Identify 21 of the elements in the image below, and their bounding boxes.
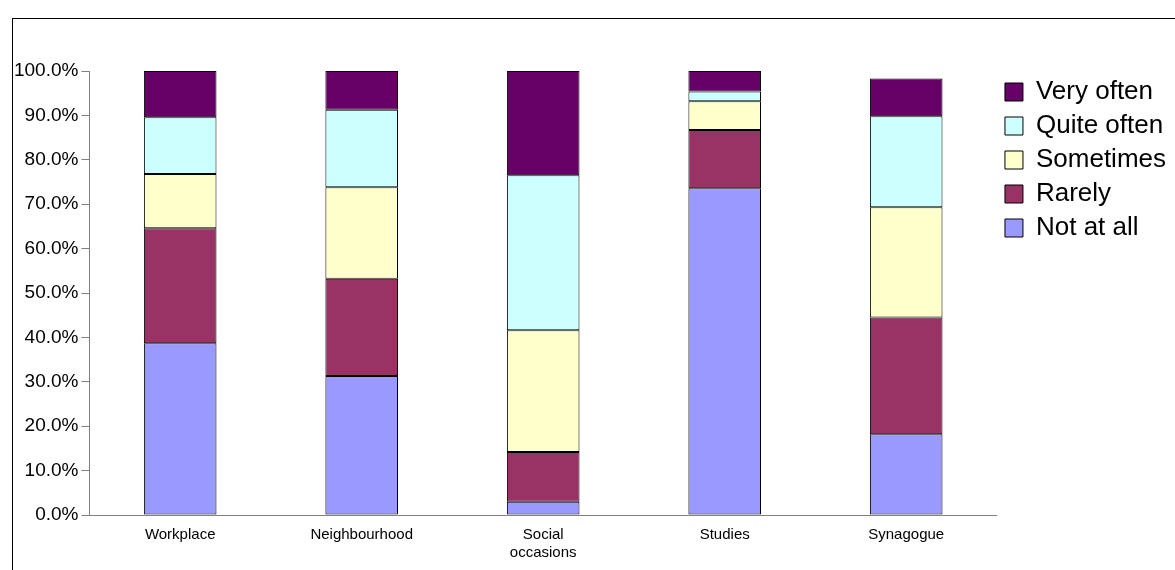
legend-label: Rarely [1035,177,1112,208]
x-tick-label: Synagogue [868,525,945,543]
y-tick-label: 80.0% [24,148,79,170]
y-tick-label: 100.0% [13,59,79,81]
y-tick-label: 20.0% [24,414,79,436]
legend-label: Quite often [1035,109,1164,140]
x-tick-label: Neighbourhood [310,525,413,543]
y-tick-label: 30.0% [24,370,79,392]
legend-label: Sometimes [1035,143,1167,174]
y-tick-label: 40.0% [24,325,79,347]
legend-label: Very often [1035,75,1154,106]
x-tick-label: Studies [699,525,750,543]
x-tick-label: Workplace [144,525,216,543]
y-tick-label: 50.0% [24,281,79,303]
legend-label: Not at all [1035,211,1139,242]
y-tick-label: 10.0% [24,458,79,480]
y-tick-label: 60.0% [24,236,79,258]
x-tick-label: Social occasions [509,525,577,561]
y-tick-label: 90.0% [24,103,79,125]
y-tick-label: 70.0% [24,192,79,214]
y-tick-label: 0.0% [35,503,79,525]
